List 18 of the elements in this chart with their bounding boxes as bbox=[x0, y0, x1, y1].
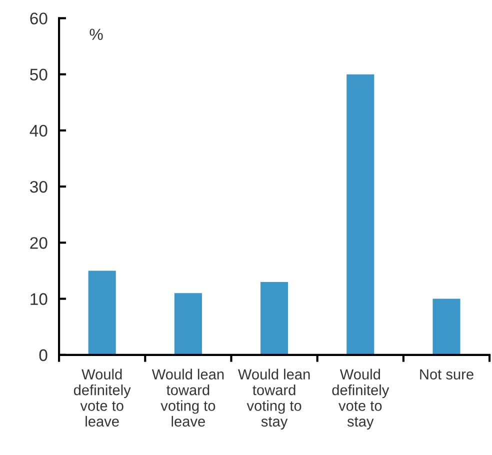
y-tick-label: 0 bbox=[39, 349, 48, 362]
y-tick-label: 50 bbox=[30, 68, 48, 81]
y-tick-label: 20 bbox=[30, 237, 48, 249]
y-axis-title: % bbox=[90, 28, 103, 40]
y-tick-label: 10 bbox=[30, 293, 48, 305]
x-tick-label: Not sure bbox=[420, 369, 474, 380]
y-tick-label: 30 bbox=[30, 180, 48, 193]
x-tick-label: Would lean toward voting to leave bbox=[152, 368, 224, 427]
y-tick-label: 40 bbox=[30, 124, 48, 137]
bar bbox=[174, 293, 202, 355]
x-tick-label: Would lean toward voting to stay bbox=[238, 368, 310, 430]
bar bbox=[88, 270, 116, 355]
x-tick-label: Would definitely vote to stay bbox=[332, 368, 390, 430]
bar bbox=[346, 74, 374, 355]
y-tick-label: 60 bbox=[30, 12, 48, 24]
bar bbox=[260, 282, 288, 355]
x-tick-label: Would definitely vote to leave bbox=[74, 368, 131, 427]
bar bbox=[432, 298, 460, 355]
